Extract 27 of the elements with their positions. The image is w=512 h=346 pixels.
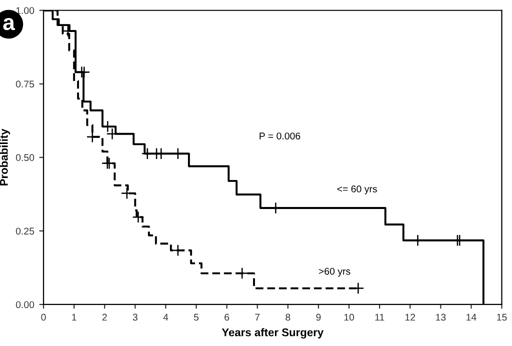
x-axis-title: Years after Surgery <box>222 328 324 339</box>
annotation: P = 0.006 <box>260 132 300 140</box>
x-tick-label: 3 <box>132 314 138 321</box>
x-tick-label: 13 <box>436 314 446 321</box>
x-tick-label: 10 <box>344 314 354 321</box>
annotation: <= 60 yrs <box>337 186 377 194</box>
x-tick-label: 0 <box>41 314 46 321</box>
annotation: >60 yrs <box>318 268 350 277</box>
x-tick-label: 5 <box>194 314 199 321</box>
x-tick-label: 8 <box>286 314 290 321</box>
x-tick-label: 11 <box>375 314 384 321</box>
x-tick-label: 6 <box>224 314 230 321</box>
y-axis-title: Probability <box>0 128 10 186</box>
x-tick-label: 7 <box>255 314 260 321</box>
y-tick-label: 0.50 <box>16 154 34 162</box>
text: a <box>3 18 16 30</box>
x-tick-label: 15 <box>497 314 507 321</box>
y-tick-label: 0.00 <box>16 301 34 308</box>
x-tick-label: 9 <box>316 314 321 321</box>
x-tick-label: 2 <box>102 314 107 321</box>
y-tick-label: 0.25 <box>16 228 34 235</box>
x-tick-label: 12 <box>405 314 416 321</box>
x-tick-label: 1 <box>72 314 76 321</box>
y-tick-label: 1.00 <box>16 7 34 14</box>
y-tick-label: 0.75 <box>16 80 34 88</box>
x-tick-label: 14 <box>466 314 476 321</box>
x-tick-label: 4 <box>163 314 168 321</box>
